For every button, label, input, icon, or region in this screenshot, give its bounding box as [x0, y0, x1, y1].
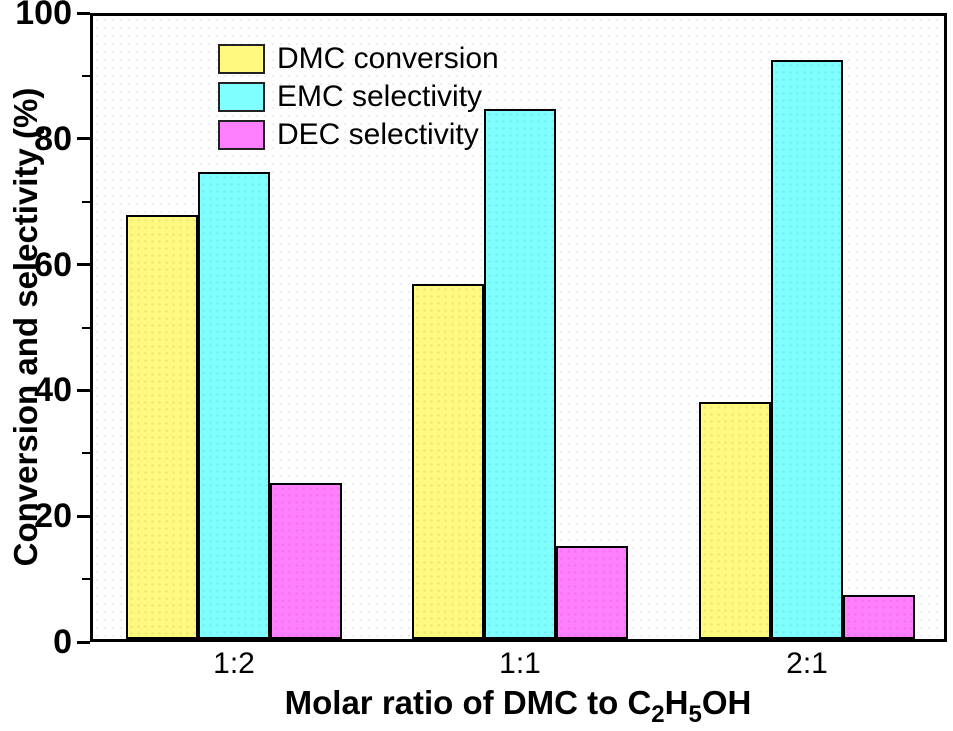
y-tick-major: [77, 263, 90, 267]
y-tick-label: 0: [53, 623, 72, 661]
bar-dec-selectivity-1-2: [270, 483, 342, 639]
y-tick-minor: [82, 200, 90, 203]
legend: DMC conversion EMC selectivity DEC selecti…: [218, 44, 499, 158]
legend-swatch-dmc-conversion: [218, 44, 265, 74]
bar-emc-selectivity-1-2: [198, 171, 270, 639]
x-tick-label-1-1: 1:1: [499, 647, 541, 680]
legend-swatch-dec-selectivity: [218, 120, 265, 150]
legend-label: EMC selectivity: [277, 80, 483, 113]
legend-swatch-emc-selectivity: [218, 82, 265, 112]
legend-label: DEC selectivity: [277, 118, 479, 151]
legend-label: DMC conversion: [277, 42, 499, 75]
y-tick-major: [77, 137, 90, 141]
x-axis-title: Molar ratio of DMC to C2H5OH: [285, 684, 752, 729]
y-tick-label: 80: [34, 119, 72, 158]
x-axis-title-subscript: 2: [651, 701, 665, 728]
bar-dmc-conversion-1-2: [126, 215, 198, 639]
y-tick-label: 40: [34, 371, 72, 410]
y-tick-major: [77, 11, 90, 15]
x-axis-title-segment: OH: [701, 684, 752, 721]
y-axis-title: Conversion and selectivity (%): [7, 87, 44, 567]
bar-dmc-conversion-2-1: [699, 402, 771, 639]
x-axis-title-subscript: 5: [688, 701, 702, 728]
x-tick-label-1-2: 1:2: [213, 647, 255, 680]
x-axis-title-segment: H: [664, 684, 689, 721]
x-tick-label-2-1: 2:1: [786, 647, 828, 680]
bar-dec-selectivity-2-1: [843, 595, 915, 639]
legend-item-dec-selectivity: DEC selectivity: [218, 120, 499, 150]
bar-emc-selectivity-2-1: [771, 59, 843, 639]
y-tick-label: 100: [15, 0, 72, 32]
y-tick-minor: [82, 452, 90, 455]
y-tick-minor: [82, 578, 90, 581]
y-tick-label: 20: [34, 497, 72, 536]
y-tick-major: [77, 388, 90, 392]
plot-area: DMC conversion EMC selectivity DEC selecti…: [90, 13, 947, 642]
y-tick-major: [77, 640, 90, 644]
y-tick-major: [77, 514, 90, 518]
x-axis-title-segment: Molar ratio of DMC to C: [284, 684, 652, 721]
legend-item-emc-selectivity: EMC selectivity: [218, 82, 499, 112]
bar-dec-selectivity-1-1: [556, 545, 628, 639]
y-tick-minor: [82, 326, 90, 329]
bar-emc-selectivity-1-1: [484, 109, 556, 639]
bar-dmc-conversion-1-1: [412, 283, 484, 639]
legend-item-dmc-conversion: DMC conversion: [218, 44, 499, 74]
y-tick-label: 60: [34, 245, 72, 284]
y-tick-minor: [82, 74, 90, 77]
